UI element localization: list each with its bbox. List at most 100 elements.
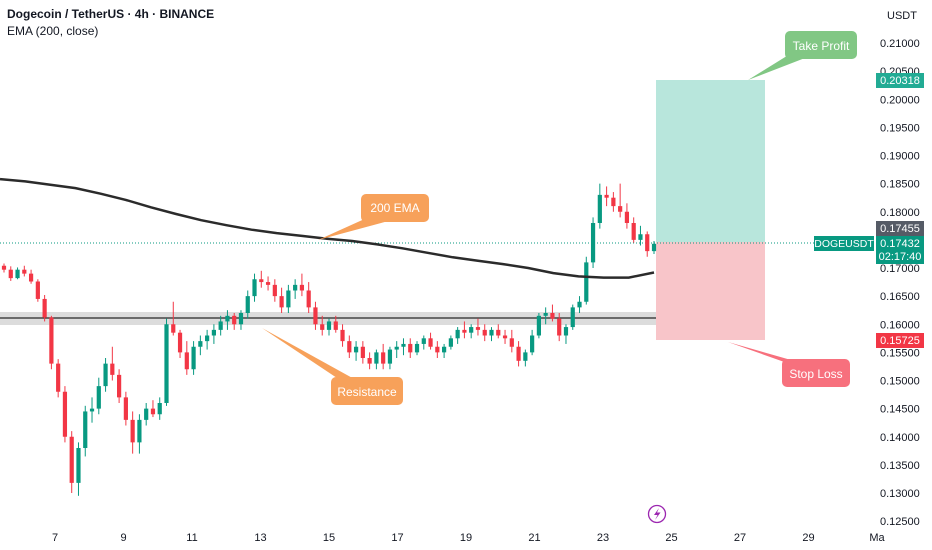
candle-up[interactable] (198, 341, 203, 347)
take-profit-bubble[interactable] (785, 31, 857, 59)
candle-up[interactable] (252, 279, 257, 297)
candle-down[interactable] (171, 324, 176, 333)
candle-down[interactable] (69, 436, 74, 483)
candle-up[interactable] (469, 327, 474, 333)
candle-up[interactable] (421, 338, 426, 344)
candle-down[interactable] (1, 265, 7, 270)
candle-up[interactable] (103, 363, 108, 387)
candle-up[interactable] (442, 346, 447, 353)
candle-down[interactable] (333, 321, 338, 330)
candle-up[interactable] (326, 321, 332, 330)
candle-up[interactable] (89, 408, 95, 412)
candle-up[interactable] (530, 335, 535, 353)
candle-up[interactable] (238, 313, 244, 325)
candle-up[interactable] (584, 262, 589, 302)
candle-down[interactable] (347, 341, 352, 353)
candle-down[interactable] (340, 329, 345, 342)
candle-down[interactable] (22, 269, 27, 274)
candle-down[interactable] (299, 284, 305, 291)
candle-down[interactable] (232, 315, 237, 325)
candle-up[interactable] (293, 284, 298, 291)
candle-down[interactable] (482, 329, 487, 336)
candle-up[interactable] (144, 408, 149, 420)
candle-up[interactable] (211, 329, 216, 336)
candle-down[interactable] (645, 234, 650, 252)
candle-up[interactable] (597, 194, 602, 223)
candle-down[interactable] (435, 346, 440, 353)
candle-up[interactable] (137, 419, 142, 443)
candle-down[interactable] (279, 296, 284, 308)
candle-up[interactable] (225, 315, 230, 322)
candle-up[interactable] (374, 352, 379, 364)
candle-down[interactable] (259, 279, 264, 283)
candle-down[interactable] (462, 329, 467, 333)
candle-down[interactable] (8, 269, 13, 279)
candle-up[interactable] (394, 346, 399, 350)
candle-down[interactable] (502, 335, 508, 339)
candle-down[interactable] (49, 317, 54, 364)
candle-down[interactable] (381, 352, 386, 364)
candle-down[interactable] (367, 358, 372, 364)
take-profit-zone[interactable] (656, 80, 765, 242)
candle-up[interactable] (83, 411, 88, 448)
candle-up[interactable] (523, 352, 528, 361)
candle-up[interactable] (286, 290, 291, 308)
symbol-tag[interactable] (814, 236, 874, 251)
resistance-bubble[interactable] (331, 377, 403, 405)
candle-down[interactable] (313, 307, 318, 325)
candle-up[interactable] (577, 301, 582, 308)
ema-bubble[interactable] (361, 194, 429, 222)
candle-down[interactable] (611, 197, 616, 207)
candle-down[interactable] (604, 194, 609, 198)
candle-up[interactable] (191, 346, 196, 370)
candle-down[interactable] (360, 346, 365, 358)
candle-down[interactable] (28, 273, 34, 282)
candle-down[interactable] (557, 318, 562, 336)
candle-down[interactable] (265, 282, 271, 285)
candle-up[interactable] (638, 234, 643, 240)
candle-down[interactable] (35, 281, 40, 299)
candle-down[interactable] (150, 408, 156, 415)
candle-down[interactable] (428, 338, 433, 347)
candle-down[interactable] (123, 397, 128, 420)
candle-down[interactable] (496, 329, 501, 336)
candle-down[interactable] (306, 290, 311, 308)
stop-loss-bubble[interactable] (782, 359, 850, 387)
candle-down[interactable] (618, 206, 623, 212)
candle-down[interactable] (56, 363, 61, 392)
candle-up[interactable] (536, 315, 541, 336)
candle-down[interactable] (631, 223, 636, 240)
candle-up[interactable] (401, 343, 406, 347)
candle-down[interactable] (272, 284, 277, 297)
candle-up[interactable] (570, 307, 575, 328)
candle-up[interactable] (590, 223, 596, 263)
candle-up[interactable] (96, 386, 101, 409)
candle-down[interactable] (320, 324, 325, 330)
candle-up[interactable] (218, 321, 223, 330)
date-axis[interactable]: 7 9 11 13 15 17 19 21 23 25 27 29 Ma (52, 532, 886, 544)
candle-down[interactable] (42, 298, 47, 318)
lightning-icon[interactable] (647, 504, 667, 524)
candle-up[interactable] (353, 346, 359, 353)
candle-down[interactable] (62, 391, 68, 437)
candle-up[interactable] (455, 329, 460, 339)
candle-up[interactable] (164, 324, 169, 403)
candle-down[interactable] (408, 343, 413, 353)
candle-down[interactable] (130, 419, 135, 443)
candle-up[interactable] (205, 335, 210, 342)
candle-up[interactable] (489, 329, 494, 336)
candle-up[interactable] (245, 296, 250, 313)
candle-down[interactable] (177, 332, 183, 353)
candle-down[interactable] (110, 363, 115, 375)
candle-down[interactable] (184, 352, 189, 370)
candle-down[interactable] (550, 313, 555, 319)
candle-up[interactable] (157, 403, 162, 415)
candle-down[interactable] (516, 346, 521, 361)
stop-loss-zone[interactable] (656, 242, 765, 340)
candle-down[interactable] (117, 374, 122, 398)
candle-up[interactable] (76, 448, 81, 483)
candle-up[interactable] (563, 327, 569, 336)
price-axis[interactable]: 0.210000.205000.200000.195000.190000.185… (880, 38, 920, 528)
candle-up[interactable] (651, 243, 657, 252)
